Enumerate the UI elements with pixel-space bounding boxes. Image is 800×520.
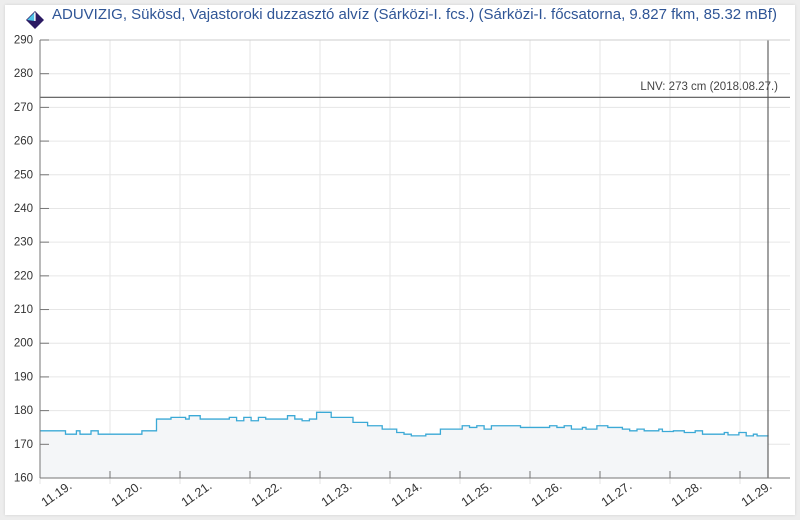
svg-text:220: 220 (14, 270, 33, 282)
svg-text:280: 280 (14, 68, 33, 80)
svg-text:11.22.: 11.22. (249, 479, 285, 510)
svg-text:11.23.: 11.23. (319, 479, 355, 510)
svg-text:11.25.: 11.25. (459, 479, 495, 510)
svg-text:180: 180 (14, 405, 33, 417)
svg-text:250: 250 (14, 169, 33, 181)
svg-text:190: 190 (14, 371, 33, 383)
svg-text:240: 240 (14, 203, 33, 215)
svg-text:11.26.: 11.26. (529, 479, 565, 510)
svg-text:11.28.: 11.28. (669, 479, 705, 510)
svg-text:11.19.: 11.19. (39, 479, 75, 510)
svg-text:170: 170 (14, 439, 33, 451)
svg-text:11.29.: 11.29. (739, 479, 775, 510)
svg-text:200: 200 (14, 338, 33, 350)
svg-text:11.20.: 11.20. (109, 479, 145, 510)
svg-text:11.24.: 11.24. (389, 479, 425, 510)
svg-text:11.21.: 11.21. (179, 479, 215, 510)
svg-text:230: 230 (14, 237, 33, 249)
svg-text:210: 210 (14, 304, 33, 316)
svg-text:11.27.: 11.27. (599, 479, 635, 510)
svg-text:270: 270 (14, 102, 33, 114)
svg-text:290: 290 (14, 35, 33, 47)
svg-text:LNV: 273 cm (2018.08.27.): LNV: 273 cm (2018.08.27.) (640, 81, 778, 93)
svg-text:160: 160 (14, 473, 33, 485)
svg-text:260: 260 (14, 136, 33, 148)
